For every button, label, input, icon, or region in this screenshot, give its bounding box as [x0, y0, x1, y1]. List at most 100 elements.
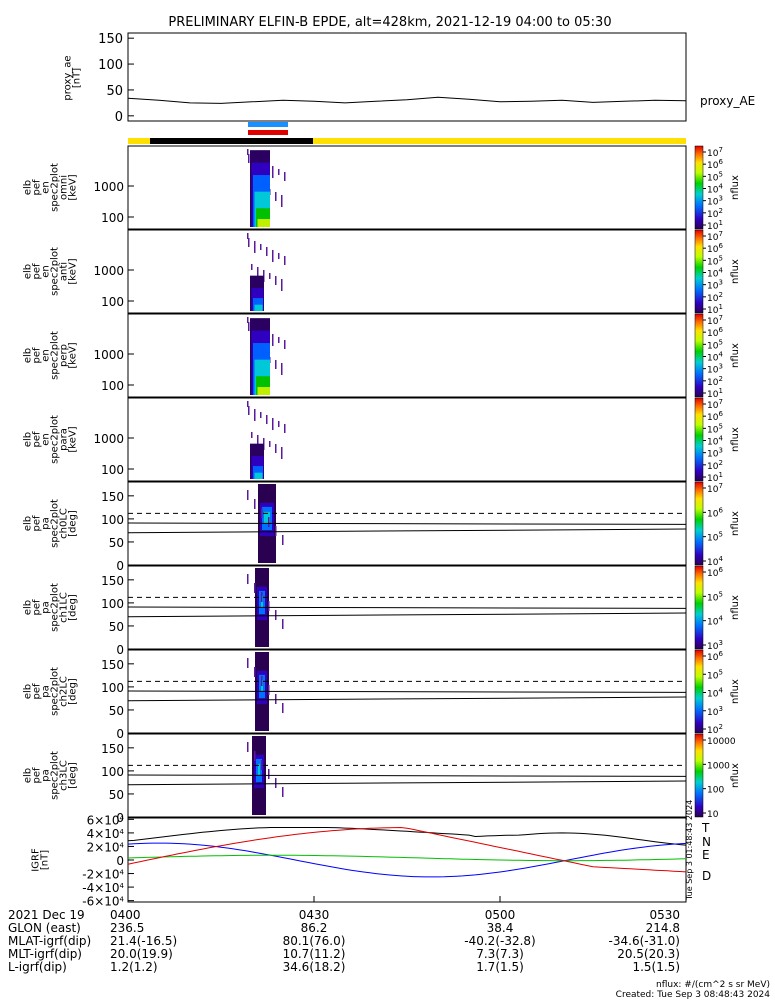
ylabel-elb_pef_pa_spec2plot_ch2LC-line: ch2LC — [59, 676, 70, 707]
colorbar-tick-label: 105 — [707, 254, 723, 267]
spectrogram-streak — [278, 253, 280, 259]
spectrogram-streak — [248, 322, 250, 331]
pa-streak — [268, 517, 270, 527]
ylabel-elb_pef_pa_spec2plot_ch3LC-line: pa — [41, 769, 52, 781]
colorbar-label: nflux — [730, 343, 741, 368]
ytick-label: 0 — [116, 559, 124, 573]
pa-cell — [264, 511, 270, 524]
igrf-ytick-label: -6×104 — [82, 895, 124, 909]
spectrogram-streak — [248, 154, 250, 163]
ylabel-elb_pef_pa_spec2plot_ch2LC-line: elb — [23, 684, 34, 699]
footer-row-label: GLON (east) — [8, 921, 81, 935]
ylabel-elb_pef_en_spec2plot_omni-line: omni — [59, 175, 70, 200]
spectrogram-streak — [281, 195, 283, 207]
pa-streak — [268, 601, 270, 611]
colorbar-tick-label: 103 — [707, 705, 723, 718]
ytick-label: 0 — [116, 727, 124, 741]
pa-streak — [247, 658, 249, 668]
science-zone-bar-blue — [248, 122, 288, 127]
spectrogram-streak — [260, 244, 262, 250]
footer-value: 20.0(19.9) — [110, 947, 173, 961]
footer-value: 0430 — [299, 908, 330, 922]
spectrogram-streak — [284, 172, 286, 181]
colorbar-label-text: nflux — [730, 259, 741, 284]
proxy-ae-ytick-label: 150 — [98, 32, 123, 47]
colorbar-tick-label: 104 — [707, 267, 723, 280]
spectrogram-streak — [254, 241, 256, 253]
ylabel-elb_pef_en_spec2plot_omni-line: elb — [23, 180, 34, 195]
spectrogram-cell — [254, 472, 263, 479]
ylabel-elb_pef_pa_spec2plot_ch1LC-line: spec2plot — [50, 583, 61, 632]
spectrogram-streak — [248, 406, 250, 415]
colorbar-tick-label: 1000 — [707, 761, 730, 771]
colorbar-tick-label: 104 — [707, 351, 723, 364]
ylabel-elb_pef_pa_spec2plot_ch1LC-line: pa — [41, 601, 52, 613]
pa-streak — [282, 619, 284, 629]
footer-value: 0500 — [485, 908, 516, 922]
spectrogram-streak — [257, 435, 259, 444]
colorbar-tick-label: 101 — [707, 303, 723, 316]
ylabel-elb_pef_pa_spec2plot_ch3LC-line: spec2plot — [50, 751, 61, 800]
spectrogram-cell — [257, 219, 270, 227]
science-zone-bar-red — [248, 130, 288, 135]
footer-value: -40.2(-32.8) — [464, 934, 535, 948]
colorbar-tick-label: 10 — [707, 810, 719, 820]
spectrogram-streak — [275, 276, 277, 285]
colorbar-tick-label: 104 — [707, 183, 723, 196]
colorbar-tick-label: 104 — [707, 615, 723, 628]
panel-frame-elb_pef_en_spec2plot_omni — [127, 145, 687, 230]
spectrogram-streak — [278, 421, 280, 427]
ytick-label: 50 — [109, 704, 124, 718]
colorbar-tick-label: 107 — [707, 314, 723, 327]
colorbar-elb_pef_pa_spec2plot_ch0LC — [694, 481, 704, 566]
footer-value: 0530 — [649, 908, 680, 922]
ylabel-elb_pef_en_spec2plot_perp-line: en — [41, 349, 52, 362]
spectrogram-streak — [266, 247, 268, 256]
colorbar-tick-label: 102 — [707, 291, 723, 304]
igrf-ylabel-line: [nT] — [40, 850, 51, 870]
pa-streak — [268, 685, 270, 695]
ylabel-elb_pef_en_spec2plot_anti-line: spec2plot — [50, 247, 61, 296]
spectrogram-cell — [253, 466, 263, 479]
ytick-label: 100 — [101, 597, 124, 611]
colorbar-elb_pef_en_spec2plot_perp — [694, 313, 704, 398]
footer-value: 20.5(20.3) — [617, 947, 680, 961]
colorbar-tick-label: 105 — [707, 590, 723, 603]
igrf-legend-E: E — [702, 848, 710, 862]
spectrogram-streak — [254, 409, 256, 421]
ylabel-elb_pef_pa_spec2plot_ch0LC-line: [deg] — [68, 510, 79, 537]
ytick-label: 1000 — [93, 432, 124, 446]
footer-value: 214.8 — [646, 921, 680, 935]
footer-row-label: 2021 Dec 19 — [8, 908, 85, 922]
colorbar-tick-label: 10000 — [707, 737, 736, 747]
proxy-ae-ylabel-line: [nT] — [72, 68, 83, 88]
pa-streak — [247, 742, 249, 752]
ylabel-elb_pef_pa_spec2plot_ch2LC-line: pef — [32, 683, 43, 700]
pa-streak — [275, 778, 277, 788]
colorbar-tick-label: 107 — [707, 230, 723, 243]
colorbar-tick-label: 103 — [707, 195, 723, 208]
colorbar-tick-label: 103 — [707, 447, 723, 460]
ylabel-elb_pef_en_spec2plot_omni-line: en — [41, 181, 52, 194]
spectrogram-streak — [272, 250, 274, 262]
pa-streak — [282, 703, 284, 713]
spectrogram-streak — [275, 360, 277, 369]
footer-value: 1.2(1.2) — [110, 960, 158, 974]
ylabel-elb_pef_pa_spec2plot_ch2LC-line: [deg] — [68, 678, 79, 705]
panel-frame-elb_pef_en_spec2plot_para — [127, 397, 687, 482]
ytick-label: 150 — [101, 742, 124, 756]
spectrogram-cell — [253, 298, 263, 311]
ylabel-elb_pef_en_spec2plot_para-line: en — [41, 433, 52, 446]
colorbar-tick-label: 105 — [707, 422, 723, 435]
pa-streak — [268, 769, 270, 779]
igrf-ytick-label: 6×104 — [87, 813, 125, 827]
ylabel-elb_pef_en_spec2plot_omni-line: spec2plot — [50, 163, 61, 212]
igrf-line-D — [127, 826, 687, 873]
ylabel-elb_pef_pa_spec2plot_ch1LC-line: pef — [32, 599, 43, 616]
colorbar-tick-label: 105 — [707, 531, 723, 544]
footer-value: 21.4(-16.5) — [110, 934, 177, 948]
ylabel-elb_pef_en_spec2plot_anti-line: anti — [59, 262, 70, 281]
igrf-line-N — [127, 842, 687, 878]
pa-streak — [261, 508, 263, 518]
